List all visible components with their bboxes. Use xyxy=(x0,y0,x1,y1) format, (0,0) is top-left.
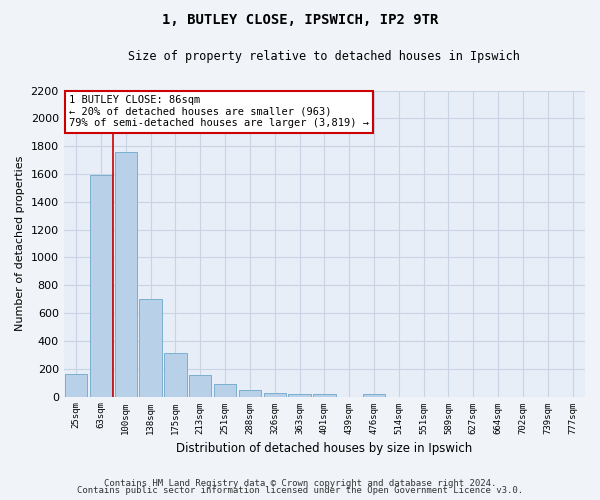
Bar xyxy=(189,375,211,396)
Title: Size of property relative to detached houses in Ipswich: Size of property relative to detached ho… xyxy=(128,50,520,63)
Bar xyxy=(65,374,87,396)
Bar xyxy=(115,152,137,396)
Text: Contains HM Land Registry data © Crown copyright and database right 2024.: Contains HM Land Registry data © Crown c… xyxy=(104,478,496,488)
Bar xyxy=(90,174,112,396)
Bar xyxy=(313,394,335,396)
Bar xyxy=(263,392,286,396)
Bar xyxy=(214,384,236,396)
Text: 1 BUTLEY CLOSE: 86sqm
← 20% of detached houses are smaller (963)
79% of semi-det: 1 BUTLEY CLOSE: 86sqm ← 20% of detached … xyxy=(69,95,369,128)
Bar xyxy=(164,352,187,397)
Bar xyxy=(239,390,261,396)
Bar xyxy=(289,394,311,396)
Y-axis label: Number of detached properties: Number of detached properties xyxy=(15,156,25,331)
Text: 1, BUTLEY CLOSE, IPSWICH, IP2 9TR: 1, BUTLEY CLOSE, IPSWICH, IP2 9TR xyxy=(162,12,438,26)
X-axis label: Distribution of detached houses by size in Ipswich: Distribution of detached houses by size … xyxy=(176,442,472,455)
Bar xyxy=(363,394,385,396)
Text: Contains public sector information licensed under the Open Government Licence v3: Contains public sector information licen… xyxy=(77,486,523,495)
Bar xyxy=(139,299,162,396)
